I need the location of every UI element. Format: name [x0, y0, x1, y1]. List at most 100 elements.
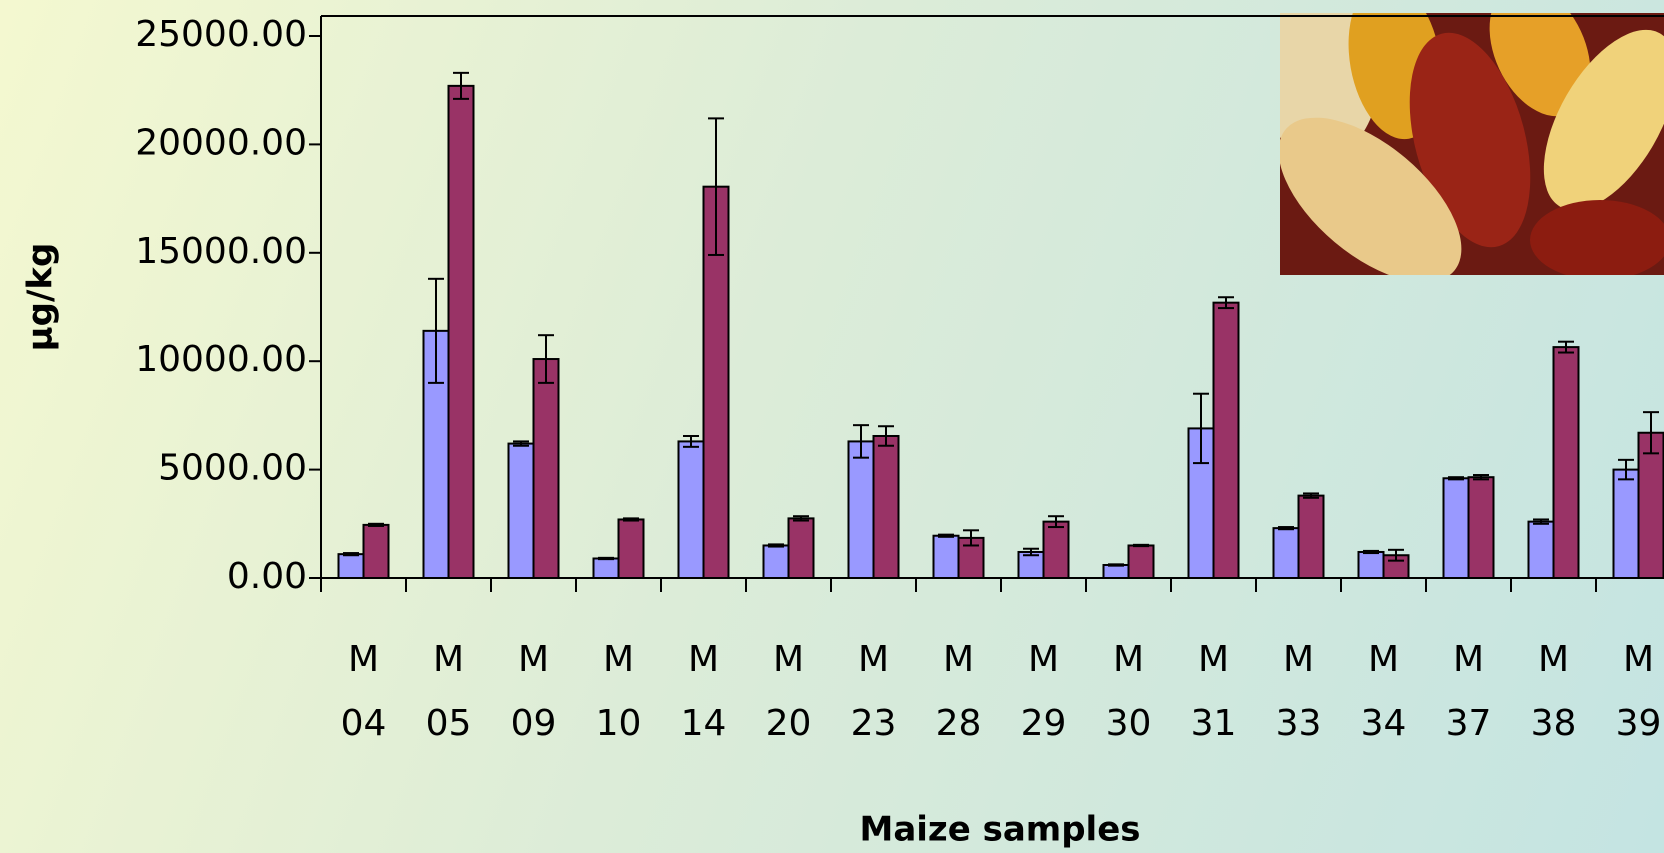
x-tick-label-box: M 37 — [1445, 639, 1492, 744]
x-tick-label-box: M 10 — [595, 639, 642, 744]
x-tick-label: M 29 — [1020, 639, 1067, 744]
bar — [1042, 520, 1070, 580]
error-bar — [938, 533, 954, 538]
error-bar — [1533, 518, 1549, 525]
error-bar — [853, 424, 869, 459]
x-tick-label: M 30 — [1105, 639, 1152, 744]
error-bar — [368, 522, 384, 527]
x-tick-label: M 37 — [1445, 639, 1492, 744]
error-bar — [538, 334, 554, 384]
error-bar — [1473, 474, 1489, 481]
x-tick-label-box: M 04 — [340, 639, 387, 744]
bar — [1637, 431, 1664, 579]
bar — [762, 544, 790, 579]
error-bar — [1108, 563, 1124, 567]
y-tick-label: 25000.00 — [135, 14, 307, 55]
bar — [532, 358, 560, 580]
x-tick-label: M 23 — [850, 639, 897, 744]
x-tick-label-box: M 29 — [1020, 639, 1067, 744]
y-tick-label: 10000.00 — [135, 339, 307, 380]
bar — [617, 518, 645, 579]
bar — [1552, 346, 1580, 579]
bar — [1127, 544, 1155, 579]
error-bar — [1193, 392, 1209, 465]
x-tick-label: M 14 — [680, 639, 727, 744]
error-bar — [1133, 543, 1149, 548]
x-tick-label-box: M 09 — [510, 639, 557, 744]
bar — [507, 442, 535, 580]
x-tick-label-box: M 33 — [1275, 639, 1322, 744]
x-tick-label-box: M 14 — [680, 639, 727, 744]
x-tick-label-box: M 34 — [1360, 639, 1407, 744]
error-bar — [1278, 526, 1294, 531]
bar — [337, 553, 365, 579]
corn-photo — [1280, 13, 1664, 275]
bar — [847, 440, 875, 579]
error-bar — [513, 440, 529, 447]
x-tick-label-box: M 28 — [935, 639, 982, 744]
x-tick-label: M 33 — [1275, 639, 1322, 744]
error-bar — [1558, 340, 1574, 354]
bar — [592, 557, 620, 579]
x-tick-label-box: M 39 — [1615, 639, 1662, 744]
error-bar — [963, 529, 979, 547]
x-tick-label: M 34 — [1360, 639, 1407, 744]
x-tick-label: M 20 — [765, 639, 812, 744]
error-bar — [1388, 548, 1404, 562]
error-bar — [1048, 515, 1064, 529]
error-bar — [1023, 547, 1039, 557]
x-tick-label: M 39 — [1615, 639, 1662, 744]
bar — [932, 534, 960, 579]
x-tick-label: M 38 — [1530, 639, 1577, 744]
error-bar — [343, 552, 359, 557]
y-tick-label: 0.00 — [227, 556, 307, 597]
x-tick-label: M 10 — [595, 639, 642, 744]
x-tick-label-box: M 30 — [1105, 639, 1152, 744]
error-bar — [428, 277, 444, 384]
y-tick-label: 5000.00 — [158, 448, 307, 489]
bar — [447, 84, 475, 579]
x-tick-label: M 28 — [935, 639, 982, 744]
x-tick-label: M 31 — [1190, 639, 1237, 744]
error-bar — [1643, 411, 1659, 455]
bar — [362, 523, 390, 579]
bar — [787, 517, 815, 580]
bar — [872, 434, 900, 579]
error-bar — [1448, 476, 1464, 481]
x-tick-label: M 04 — [340, 639, 387, 744]
bar — [1212, 301, 1240, 579]
x-tick-label: M 09 — [510, 639, 557, 744]
x-tick-label-box: M 31 — [1190, 639, 1237, 744]
error-bar — [453, 71, 469, 100]
y-tick-label: 15000.00 — [135, 231, 307, 272]
x-tick-label-box: M 38 — [1530, 639, 1577, 744]
error-bar — [878, 425, 894, 447]
x-axis-label: Maize samples — [859, 810, 1140, 850]
error-bar — [708, 117, 724, 256]
bar — [1612, 468, 1640, 580]
error-bar — [683, 434, 699, 448]
bar — [1357, 550, 1385, 580]
x-tick-label-box: M 05 — [425, 639, 472, 744]
bar — [1272, 527, 1300, 579]
bar — [1467, 476, 1495, 579]
error-bar — [768, 543, 784, 548]
y-axis-label: µg/kg — [21, 243, 61, 352]
x-tick-label-box: M 23 — [850, 639, 897, 744]
error-bar — [1363, 549, 1379, 555]
bar — [1442, 477, 1470, 579]
error-bar — [1218, 296, 1234, 310]
bar — [1297, 494, 1325, 579]
error-bar — [793, 515, 809, 522]
error-bar — [1618, 458, 1634, 481]
error-bar — [598, 556, 614, 561]
y-tick-label: 20000.00 — [135, 122, 307, 163]
bar — [677, 440, 705, 579]
bar — [1527, 520, 1555, 580]
error-bar — [1303, 492, 1319, 499]
error-bar — [623, 517, 639, 522]
bar — [1102, 563, 1130, 580]
x-tick-label: M 05 — [425, 639, 472, 744]
x-tick-label-box: M 20 — [765, 639, 812, 744]
